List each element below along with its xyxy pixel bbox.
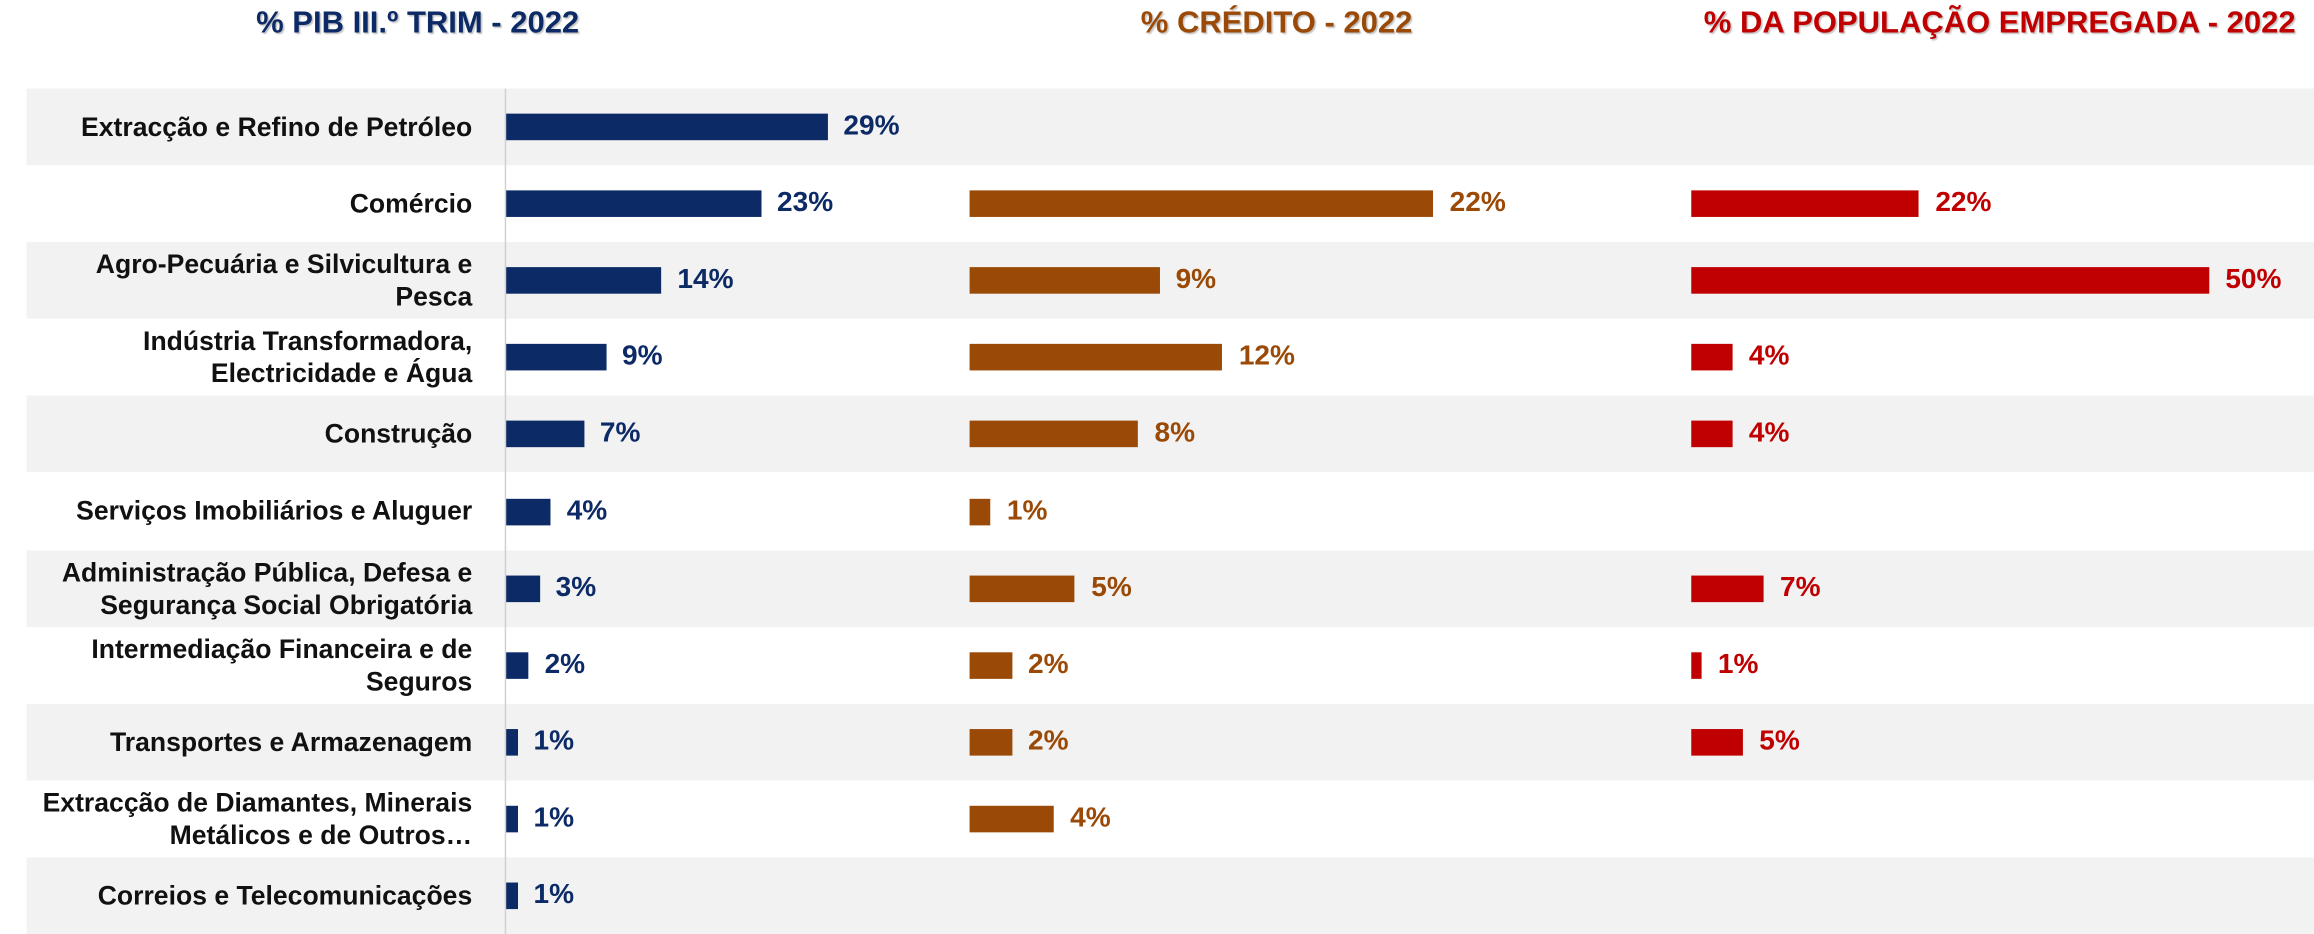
- bar: [1691, 267, 2210, 295]
- value-label: 7%: [599, 418, 641, 450]
- value-label: 9%: [622, 341, 663, 373]
- value-label: 50%: [2225, 264, 2282, 296]
- bar: [1691, 190, 1920, 218]
- bar: [506, 882, 518, 910]
- value-label: 2%: [1027, 648, 1069, 680]
- bar: [969, 190, 1434, 218]
- value-label: 7%: [1779, 571, 1821, 603]
- row-band: [26, 703, 2314, 781]
- value-label: 9%: [1175, 264, 1217, 296]
- category-label: Indústria Transformadora, Electricidade …: [143, 326, 473, 389]
- row-band: [26, 857, 2314, 934]
- bar: [969, 574, 1076, 602]
- bar: [969, 498, 991, 525]
- row-band: [26, 780, 2314, 858]
- value-label: 1%: [533, 725, 575, 757]
- value-label: 22%: [1449, 187, 1506, 219]
- bar: [506, 421, 584, 448]
- bar: [1691, 421, 1733, 448]
- row-band: [26, 88, 2314, 166]
- axis-line: [504, 88, 507, 934]
- value-label: 4%: [566, 495, 608, 527]
- value-label: 2%: [1027, 725, 1069, 757]
- value-label: 4%: [1070, 802, 1111, 834]
- bar: [506, 267, 662, 295]
- category-label: Correios e Telecomunicações: [97, 880, 473, 911]
- value-label: 1%: [533, 802, 575, 834]
- value-label: 8%: [1154, 418, 1196, 450]
- value-label: 4%: [1748, 341, 1790, 373]
- bar: [1691, 651, 1702, 679]
- bar: [506, 805, 518, 833]
- value-label: 23%: [777, 187, 834, 219]
- bar: [506, 651, 529, 679]
- row-band: [26, 472, 2314, 550]
- row-band: [26, 396, 2314, 473]
- value-label: 1%: [1006, 495, 1048, 527]
- bar: [1691, 574, 1764, 602]
- category-label: Extracção e Refino de Petróleo: [81, 112, 473, 142]
- bar: [506, 574, 540, 602]
- value-label: 1%: [533, 879, 575, 911]
- bar: [969, 651, 1012, 679]
- value-label: 22%: [1935, 187, 1992, 219]
- row-band: [26, 549, 2314, 627]
- value-label: 5%: [1091, 571, 1132, 603]
- panel-title: % CRÉDITO - 2022: [1140, 5, 1413, 40]
- category-label: Comércio: [349, 189, 473, 219]
- bar: [506, 190, 761, 218]
- category-label: Serviços Imobiliários e Aluguer: [76, 496, 473, 527]
- value-label: 14%: [677, 264, 734, 296]
- bar: [506, 113, 828, 141]
- panel-title: % PIB III.º TRIM - 2022: [256, 5, 580, 40]
- category-label: Administração Pública, Defesa e Seguranç…: [61, 557, 473, 620]
- bar: [969, 805, 1054, 833]
- bar: [1691, 728, 1744, 756]
- value-label: 3%: [555, 571, 597, 603]
- bar: [506, 344, 606, 371]
- bar: [1691, 344, 1733, 371]
- panel-title: % DA POPULAÇÃO EMPREGADA - 2022: [1703, 5, 2296, 40]
- bar: [969, 728, 1012, 756]
- bar: [969, 344, 1223, 371]
- category-label: Intermediação Financeira e de Seguros: [91, 634, 473, 697]
- bar: [506, 728, 518, 756]
- value-label: 4%: [1748, 418, 1790, 450]
- value-label: 12%: [1238, 341, 1295, 373]
- category-label: Construção: [324, 419, 473, 450]
- category-label: Transportes e Armazenagem: [110, 727, 473, 757]
- value-label: 1%: [1717, 648, 1759, 680]
- row-band: [26, 626, 2314, 704]
- category-label: Extracção de Diamantes, Minerais Metálic…: [42, 787, 473, 850]
- value-label: 5%: [1759, 725, 1800, 757]
- bar: [969, 267, 1160, 295]
- bar: [506, 498, 551, 525]
- category-label: Agro-Pecuária e Silvicultura e Pesca: [95, 249, 473, 312]
- bar: [969, 421, 1139, 448]
- value-label: 2%: [544, 648, 586, 680]
- value-label: 29%: [843, 110, 900, 142]
